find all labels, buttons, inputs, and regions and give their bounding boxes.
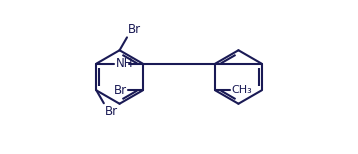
Text: CH₃: CH₃ bbox=[232, 85, 252, 95]
Text: Br: Br bbox=[128, 23, 141, 36]
Text: Br: Br bbox=[114, 84, 127, 97]
Text: NH: NH bbox=[116, 57, 134, 70]
Text: Br: Br bbox=[105, 105, 118, 118]
